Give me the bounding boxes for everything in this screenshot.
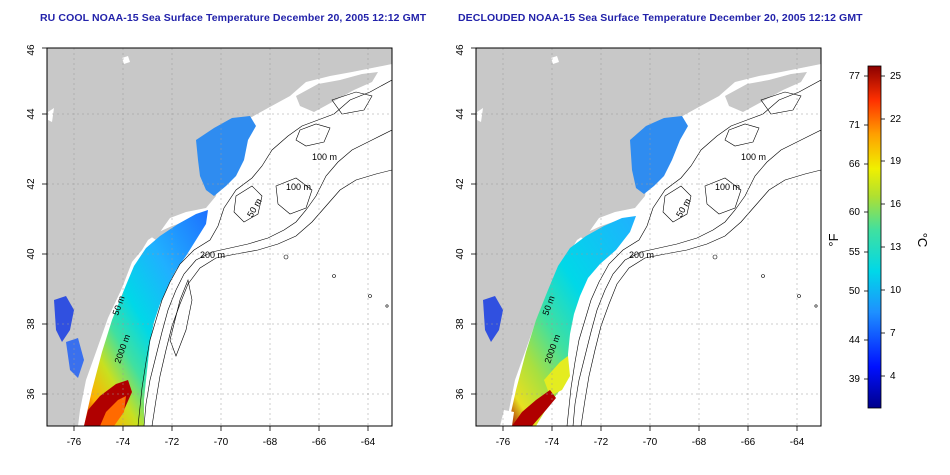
- left-map-title: RU COOL NOAA-15 Sea Surface Temperature …: [40, 12, 427, 24]
- sst-gulf-of-maine: [196, 116, 256, 196]
- sst-gulf-of-maine: [630, 116, 688, 194]
- colorbar-c-tick: 16: [890, 199, 902, 210]
- colorbar-c-tick: 4: [890, 371, 896, 382]
- colorbar-f-tick: 60: [849, 207, 861, 218]
- temperature-colorbar: 77 71 66 60 55 50 44 39 25 22 19 16 13 10 7 4 °F °C: [826, 65, 930, 409]
- colorbar-f-tick: 71: [849, 120, 861, 131]
- x-tick-label: -70: [643, 437, 658, 448]
- y-tick-label: 46: [455, 44, 466, 56]
- graticule: [476, 48, 821, 426]
- right-sst-map: 100 m 100 m 50 m 200 m 50 m 2000 m -76 -…: [455, 44, 822, 448]
- sst-shelf: [84, 210, 208, 426]
- x-tick-label: -64: [361, 437, 376, 448]
- celsius-label: °C: [915, 233, 930, 248]
- x-tick-label: -66: [741, 437, 756, 448]
- colorbar-f-tick: 77: [849, 71, 861, 82]
- y-tick-label: 40: [455, 248, 466, 260]
- x-tick-label: -72: [594, 437, 609, 448]
- y-tick-label: 46: [26, 44, 37, 56]
- land-nova-scotia: [725, 72, 807, 112]
- contour-label: 100 m: [286, 182, 311, 192]
- colorbar-c-tick: 22: [890, 114, 902, 125]
- y-tick-label: 44: [455, 108, 466, 120]
- colorbar-c-tick: 25: [890, 71, 902, 82]
- sst-shelf: [508, 216, 636, 426]
- x-tick-label: -68: [692, 437, 707, 448]
- colorbar-c-tick: 10: [890, 285, 902, 296]
- left-sst-map: 100 m 100 m 50 m 200 m 50 m 2000 m -76 -…: [26, 44, 393, 448]
- x-tick-label: -76: [496, 437, 511, 448]
- colorbar-f-tick: 55: [849, 247, 861, 258]
- y-tick-label: 38: [26, 318, 37, 330]
- fahrenheit-label: °F: [826, 233, 841, 246]
- x-tick-label: -72: [165, 437, 180, 448]
- colorbar-ramp: [867, 65, 882, 409]
- colorbar-c-tick: 13: [890, 242, 902, 253]
- contour-label: 100 m: [312, 152, 337, 162]
- y-tick-label: 42: [455, 178, 466, 190]
- x-tick-label: -76: [67, 437, 82, 448]
- colorbar-f-tick: 50: [849, 286, 861, 297]
- land-nova-scotia: [296, 72, 378, 112]
- x-tick-label: -66: [312, 437, 327, 448]
- x-tick-label: -70: [214, 437, 229, 448]
- contour-label: 100 m: [741, 152, 766, 162]
- right-map-title: DECLOUDED NOAA-15 Sea Surface Temperatur…: [458, 12, 863, 24]
- y-tick-label: 42: [26, 178, 37, 190]
- colorbar-f-tick: 39: [849, 374, 861, 385]
- y-tick-label: 40: [26, 248, 37, 260]
- y-tick-label: 44: [26, 108, 37, 120]
- colorbar-f-tick: 44: [849, 335, 861, 346]
- x-tick-label: -74: [545, 437, 560, 448]
- graticule: [47, 48, 392, 426]
- contour-label: 200 m: [200, 250, 225, 260]
- x-tick-label: -64: [790, 437, 805, 448]
- y-tick-label: 36: [455, 388, 466, 400]
- contour-label: 100 m: [715, 182, 740, 192]
- land-mass: [476, 48, 821, 426]
- colorbar-f-tick: 66: [849, 159, 861, 170]
- x-tick-label: -74: [116, 437, 131, 448]
- y-tick-label: 36: [26, 388, 37, 400]
- contour-label: 200 m: [629, 250, 654, 260]
- y-tick-label: 38: [455, 318, 466, 330]
- land-mass: [47, 48, 392, 426]
- x-tick-label: -68: [263, 437, 278, 448]
- colorbar-c-tick: 19: [890, 156, 902, 167]
- colorbar-c-tick: 7: [890, 328, 896, 339]
